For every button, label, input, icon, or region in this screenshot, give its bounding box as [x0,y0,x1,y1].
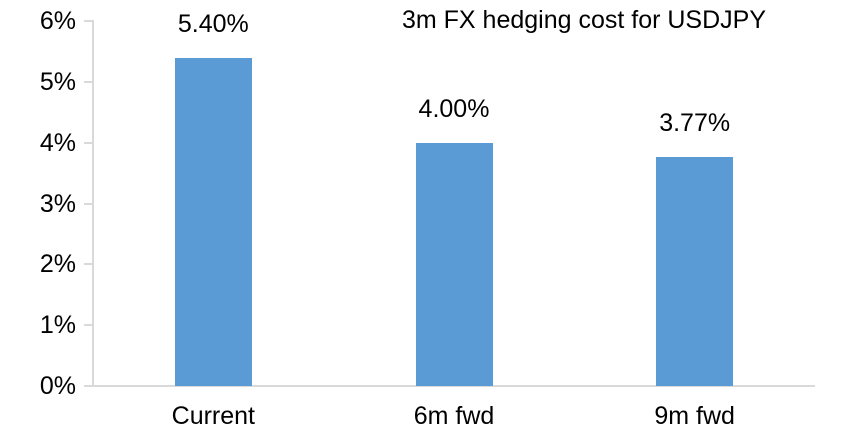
bar-data-label: 5.40% [177,9,249,38]
y-tick-mark [84,80,92,83]
y-tick-mark [84,20,92,23]
category-label: 9m fwd [654,402,735,430]
y-tick-mark [84,202,92,205]
bar-9m-fwd [656,156,734,386]
y-tick-mark [84,324,92,327]
y-tick-label: 0% [39,372,76,400]
y-tick-label: 3% [39,189,76,218]
y-tick-mark [84,385,92,387]
y-tick-mark [84,141,92,144]
x-axis [92,385,815,387]
bar-data-label: 4.00% [418,94,490,123]
y-tick-label: 2% [39,250,76,279]
y-tick-label: 1% [39,311,76,340]
category-label: 6m fwd [413,402,495,430]
chart-title: 3m FX hedging cost for USDJPY [401,6,767,34]
y-axis [92,20,94,387]
bar-data-label: 3.77% [659,108,731,137]
y-tick-label: 6% [39,7,76,36]
bar-current [174,57,252,386]
y-tick-label: 4% [39,128,76,157]
bar-6m-fwd [415,142,493,386]
category-label: Current [171,402,256,430]
y-tick-label: 5% [39,67,76,96]
y-tick-mark [84,263,92,266]
